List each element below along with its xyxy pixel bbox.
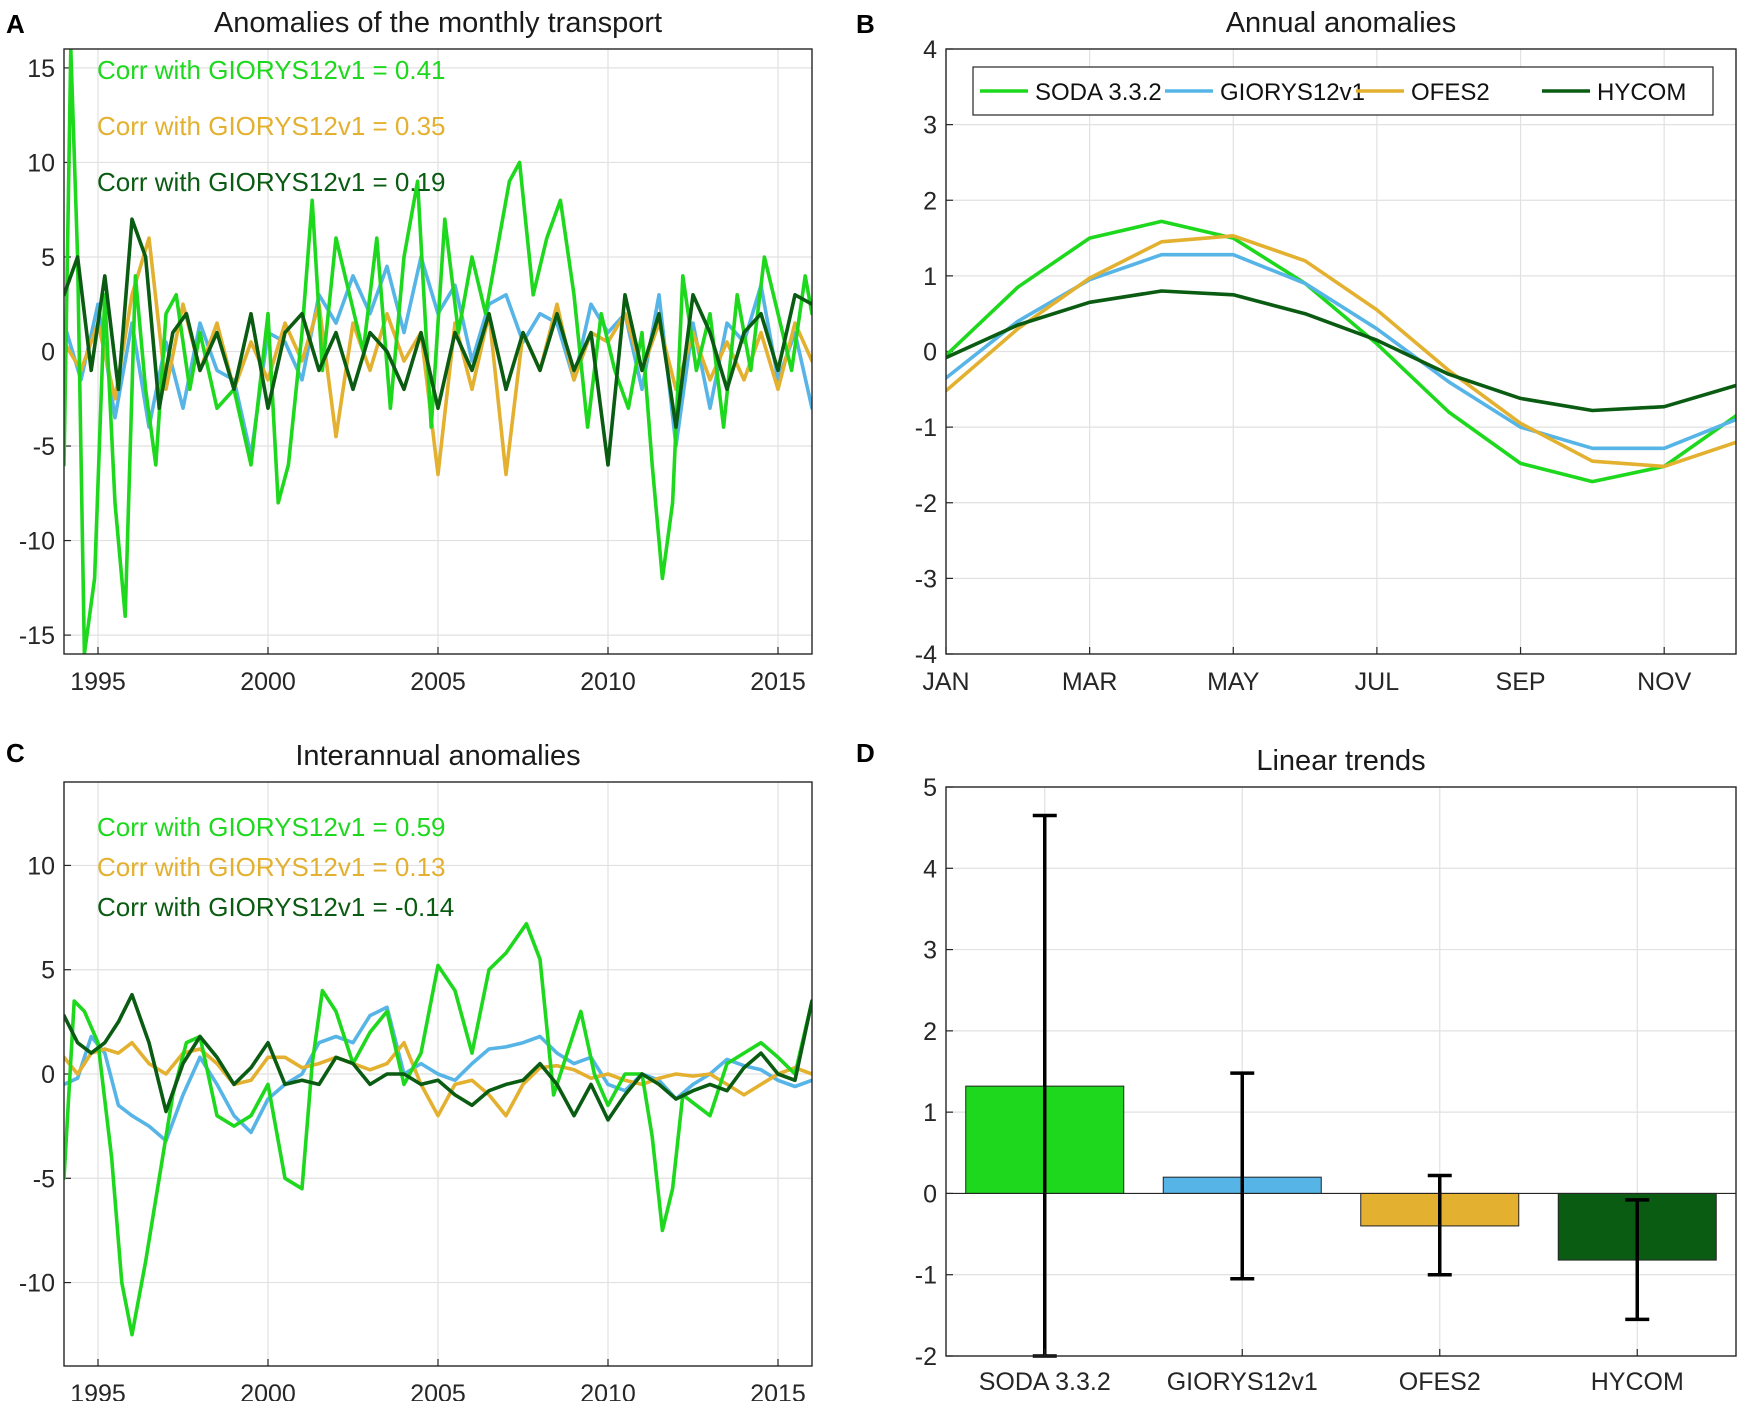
x-tick-label: 2010 [580,668,636,696]
plot-frame [63,781,813,1367]
panel-label: D [856,738,875,768]
x-tick-label: 2015 [750,1380,806,1401]
plot-frame [945,48,1737,655]
y-tick-label: 4 [923,36,937,64]
y-tick-label: 5 [923,774,937,802]
y-tick-label: -1 [915,1262,937,1290]
y-tick-label: 1 [923,263,937,291]
panel-title: Annual anomalies [1226,7,1457,39]
y-tick-label: 15 [27,55,55,83]
plot-frame [945,786,1737,1357]
series-line-soda [946,219,1736,484]
y-tick-label: -1 [915,414,937,442]
y-tick-label: -5 [33,433,55,461]
panel-title: Anomalies of the monthly transport [214,7,662,39]
series-line-glorys [64,1005,812,1143]
y-tick-label: 10 [27,852,55,880]
corr-annotation-ofes: Corr with GIORYS12v1 = 0.35 [97,111,446,141]
y-tick-label: -2 [915,490,937,518]
panel-d: -2 -1 0 1 2 3 4 5 SODA 3.3.2 GIORYS12v1 OFES2 HYCOM… [856,738,1737,1396]
series-line-ofes [946,234,1736,469]
y-tick-label: 2 [923,1018,937,1046]
panel-title: Interannual anomalies [295,740,580,772]
corr-annotation-soda: Corr with GIORYS12v1 = 0.59 [97,812,446,842]
x-tick-label: 2015 [750,668,806,696]
corr-annotation-soda: Corr with GIORYS12v1 = 0.41 [97,55,446,85]
y-tick-label: 0 [41,339,55,367]
y-tick-label: 2 [923,187,937,215]
x-tick-label: GIORYS12v1 [1167,1368,1318,1396]
legend-label-ofes: OFES2 [1411,79,1490,106]
y-tick-label: 3 [923,112,937,140]
y-tick-label: -10 [19,528,55,556]
y-tick-label: 0 [923,339,937,367]
panel-label: B [856,9,875,39]
y-tick-label: -5 [33,1165,55,1193]
x-tick-label: 2005 [410,668,466,696]
series-group [64,49,812,654]
legend-label-hycom: HYCOM [1597,79,1686,106]
y-tick-label: -2 [915,1343,937,1371]
y-tick-label: 0 [923,1180,937,1208]
series-line-hycom [946,289,1736,413]
legend-label-soda: SODA 3.3.2 [1035,79,1162,106]
corr-annotation-hycom: Corr with GIORYS12v1 = -0.14 [97,892,454,922]
series-line-hycom [64,217,812,467]
y-tick-label: 5 [41,244,55,272]
x-tick-label: OFES2 [1399,1368,1481,1396]
x-tick-label: SODA 3.3.2 [979,1368,1111,1396]
panel-label: A [6,9,25,39]
corr-annotation-hycom: Corr with GIORYS12v1 = 0.19 [97,167,446,197]
series-line-soda [64,921,812,1337]
y-tick-label: 1 [923,1099,937,1127]
legend: SODA 3.3.2 GIORYS12v1 OFES2 HYCOM [972,66,1714,116]
y-tick-label: 0 [41,1061,55,1089]
y-tick-label: 10 [27,149,55,177]
panel-label: C [6,738,25,768]
x-tick-label: 2010 [580,1380,636,1401]
y-tick-label: 5 [41,957,55,985]
x-tick-label: SEP [1496,668,1546,696]
y-tick-label: -3 [915,565,937,593]
x-tick-label: JUL [1355,668,1400,696]
series-line-soda [64,49,812,654]
plot-frame [63,48,813,655]
series-group [64,921,812,1337]
x-tick-label: MAR [1062,668,1118,696]
plot-background [946,787,1736,1356]
series-group [946,219,1736,484]
y-tick-label: -4 [915,641,937,669]
legend-label-glorys: GIORYS12v1 [1220,79,1365,106]
corr-annotation-ofes: Corr with GIORYS12v1 = 0.13 [97,852,446,882]
y-tick-label: -10 [19,1270,55,1298]
panel-b: -4 -3 -2 -1 0 1 2 3 4 JAN MAR MAY JUL SEP NOV Annual an… [856,7,1737,696]
series-line-ofes [64,1040,812,1118]
x-tick-label: 2000 [240,668,296,696]
x-tick-label: 2005 [410,1380,466,1401]
x-tick-label: NOV [1637,668,1692,696]
y-tick-label: -15 [19,622,55,650]
panel-title: Linear trends [1256,745,1425,777]
x-tick-label: HYCOM [1591,1368,1684,1396]
panel-a: -15 -10 -5 0 5 10 15 1995 2000 2005 2010 2015 Anomal… [6,7,813,696]
series-line-hycom [64,992,812,1122]
panel-c: -10 -5 0 5 10 1995 2000 2005 2010 2015 Interannual… [6,738,813,1401]
x-tick-label: MAY [1207,668,1260,696]
x-tick-label: 1995 [70,1380,126,1401]
x-tick-label: JAN [922,668,969,696]
y-tick-label: 4 [923,855,937,883]
x-tick-label: 2000 [240,1380,296,1401]
x-tick-label: 1995 [70,668,126,696]
y-tick-label: 3 [923,937,937,965]
